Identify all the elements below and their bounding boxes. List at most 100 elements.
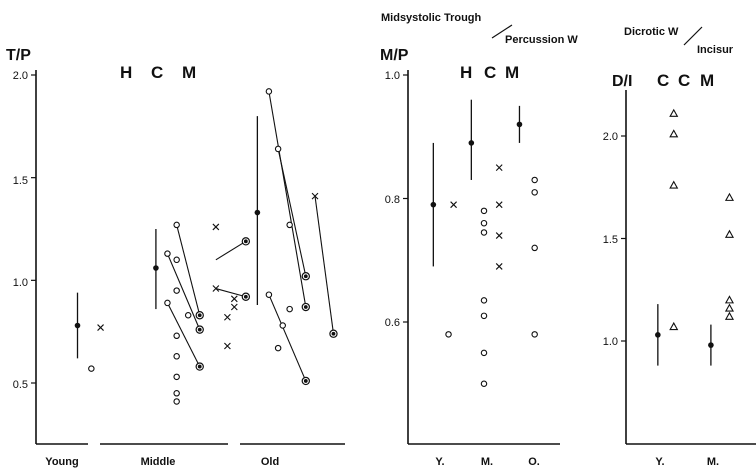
ytick-label: 1.0 (385, 70, 400, 82)
open-circle-point (531, 331, 538, 338)
title-incisur: Incisur (697, 44, 734, 56)
ring-point-center (331, 331, 336, 336)
mean-point (655, 332, 661, 338)
mean-point (516, 121, 523, 128)
mean-point (254, 209, 261, 216)
group-letter-h: H (120, 63, 132, 82)
open-circle-point (164, 250, 171, 257)
mean-point (153, 265, 159, 271)
cross-point (450, 201, 457, 209)
fraction-slash (491, 24, 513, 39)
triangle-point (669, 129, 679, 138)
group-letter-c: C (151, 63, 163, 82)
ytick-label: 1.0 (13, 277, 28, 289)
title-percussion-w: Percussion W (505, 34, 578, 46)
panel-di: Dicrotic W Incisur D/I C C M 2.0 1.5 1.0… (603, 26, 756, 468)
open-circle-point (164, 299, 171, 307)
xcat-o: O. (528, 456, 540, 468)
open-circle-point (173, 353, 180, 360)
fraction-slash (683, 26, 703, 46)
connection-line (176, 224, 201, 316)
connection-line (314, 196, 335, 334)
ring-point-center (197, 364, 202, 369)
connection-line (268, 91, 307, 308)
group-letter-c: C (484, 63, 496, 82)
triangle-point (724, 229, 735, 238)
open-circle-point (173, 390, 180, 397)
ytick-label: 0.8 (385, 194, 400, 206)
ytick-label: 2.0 (603, 131, 618, 143)
triangle-point (724, 311, 735, 320)
panel-tp: T/P H C M 2.0 1.5 1.0 0.5 Young Middle O… (6, 47, 345, 468)
ytick-label: 1.5 (603, 234, 618, 246)
ytick-label: 0.6 (385, 317, 400, 329)
cross-point (224, 342, 231, 350)
open-circle-point (173, 221, 180, 229)
mean-point (708, 342, 714, 348)
cross-point (224, 313, 231, 321)
mean-point (74, 322, 81, 329)
cross-point (230, 303, 238, 311)
open-circle-point (531, 244, 538, 252)
open-circle-point (173, 332, 180, 340)
ytick-label: 0.5 (13, 379, 28, 391)
open-circle-point (445, 331, 452, 338)
open-circle-point (88, 365, 95, 372)
open-circle-point (173, 373, 180, 381)
ylabel-tp: T/P (6, 47, 31, 64)
open-circle-point (265, 291, 273, 298)
cross-point (495, 201, 503, 209)
open-circle-point (480, 349, 488, 357)
title-dicrotic-w: Dicrotic W (624, 26, 679, 38)
open-circle-point (173, 256, 180, 264)
group-letter-m: M (505, 63, 519, 82)
open-circle-point (265, 88, 273, 95)
cross-point (97, 324, 104, 331)
xcat-old: Old (261, 456, 279, 468)
connection-line (277, 148, 307, 277)
connection-line (215, 240, 247, 261)
triangle-point (724, 303, 735, 312)
triangle-point (724, 295, 735, 304)
ylabel-di: D/I (612, 73, 632, 90)
xcat-m: M. (707, 456, 719, 468)
ring-point-center (197, 327, 202, 332)
open-circle-point (173, 287, 180, 294)
title-midsystolic-trough: Midsystolic Trough (381, 12, 482, 24)
mean-point (430, 201, 437, 208)
cross-point (495, 164, 503, 172)
group-letter-m: M (182, 63, 196, 82)
group-letter-c: C (657, 71, 669, 90)
ytick-label: 1.5 (13, 175, 28, 187)
connection-line (166, 253, 201, 330)
ytick-label: 1.0 (603, 336, 618, 348)
ring-point-center (303, 379, 308, 383)
xcat-y: Y. (435, 456, 444, 468)
ring-point-center (303, 305, 308, 309)
open-circle-point (480, 219, 488, 227)
open-circle-point (480, 380, 488, 387)
open-circle-point (184, 311, 192, 319)
open-circle-point (286, 221, 293, 229)
ylabel-mp: M/P (380, 47, 409, 64)
mean-point (468, 140, 475, 146)
connection-line (215, 288, 246, 298)
connection-line (268, 294, 307, 382)
cross-point (495, 263, 503, 270)
cross-point (495, 232, 503, 239)
ring-point-center (243, 294, 248, 299)
triangle-point (724, 192, 735, 201)
triangle-point (669, 180, 679, 189)
group-letter-m: M (700, 71, 714, 90)
open-circle-point (274, 145, 282, 153)
xcat-young: Young (45, 456, 78, 468)
open-circle-point (173, 398, 180, 405)
open-circle-point (531, 189, 538, 196)
ytick-label: 2.0 (13, 70, 28, 82)
open-circle-point (286, 305, 293, 313)
open-circle-point (279, 322, 286, 329)
ring-point-center (303, 274, 308, 279)
panel-mp: Midsystolic Trough Percussion W M/P H C … (380, 12, 578, 468)
xcat-m: M. (481, 456, 493, 468)
